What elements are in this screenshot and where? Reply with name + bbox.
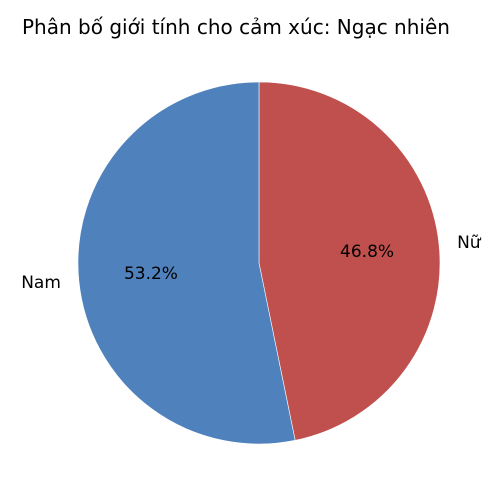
chart-title: Phân bố giới tính cho cảm xúc: Ngạc nhiê…	[22, 15, 450, 39]
pie-percent-label-nu: 46.8%	[340, 242, 394, 262]
pie-percent-label-nam: 53.2%	[124, 264, 178, 284]
pie-category-label-nam: Nam	[21, 273, 61, 293]
pie-category-label-nu: Nữ	[457, 233, 482, 253]
